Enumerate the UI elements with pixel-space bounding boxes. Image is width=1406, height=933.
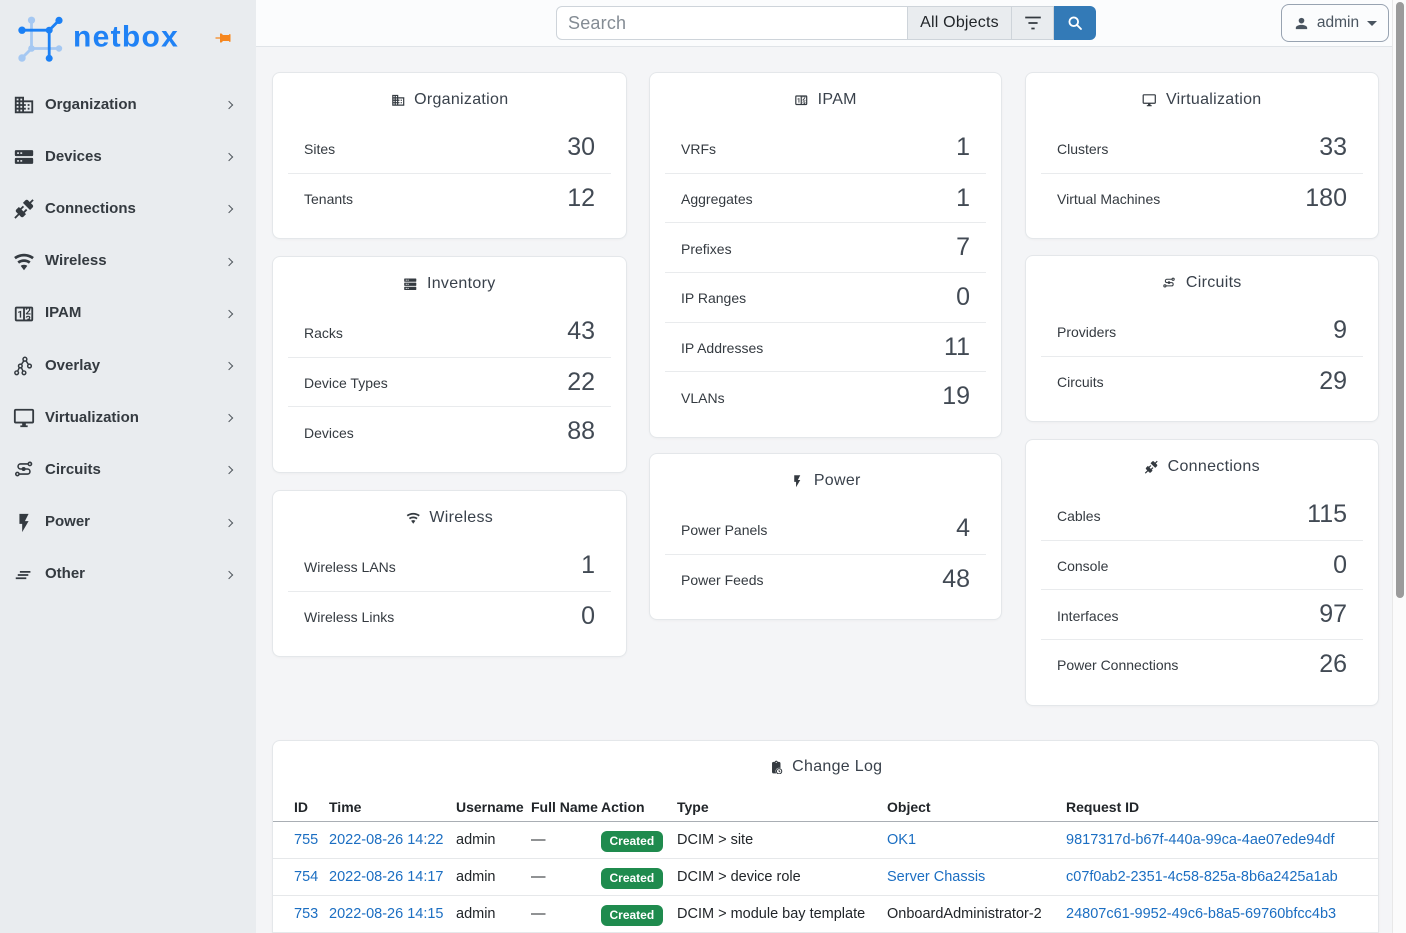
svg-text:netbox: netbox bbox=[73, 21, 179, 54]
